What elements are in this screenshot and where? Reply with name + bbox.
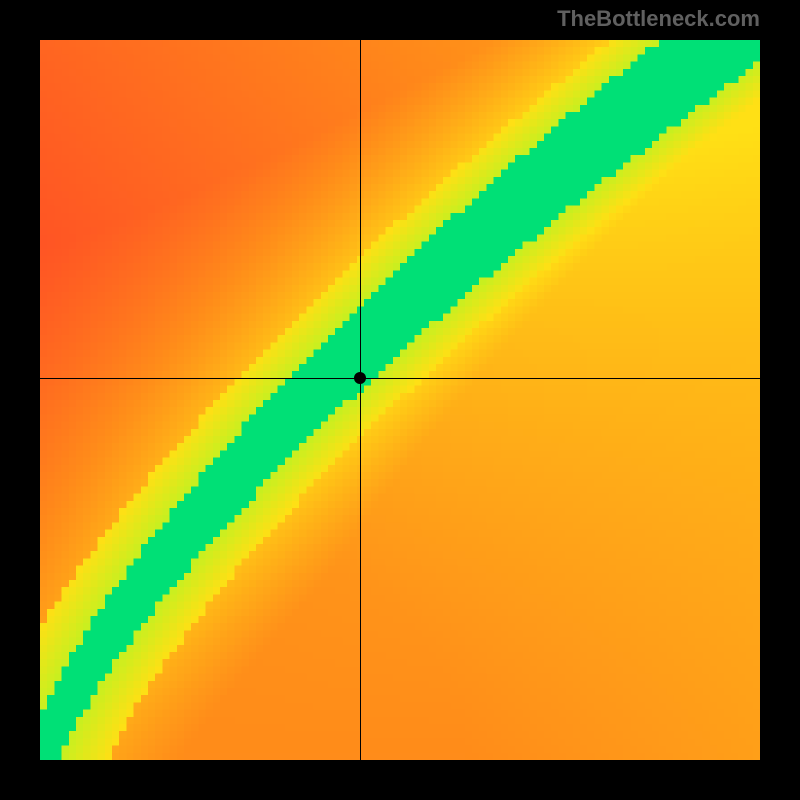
crosshair-horizontal [40,378,760,379]
crosshair-marker-dot [354,372,366,384]
heatmap-canvas [40,40,760,760]
attribution-text: TheBottleneck.com [557,6,760,32]
crosshair-vertical [360,40,361,760]
bottleneck-heatmap [40,40,760,760]
